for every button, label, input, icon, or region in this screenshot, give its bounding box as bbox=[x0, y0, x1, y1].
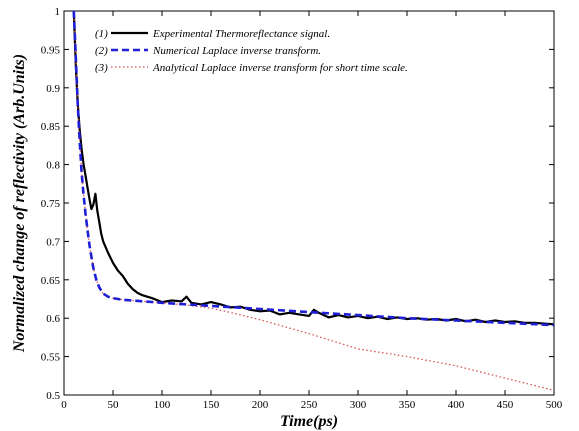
y-tick-label: 0.85 bbox=[41, 121, 61, 133]
y-tick-label: 0.95 bbox=[41, 44, 61, 56]
plot-area: 0 50 100 150 200 250 300 350 400 450 500 0.5 0.55 0.6… bbox=[41, 6, 563, 411]
y-tick-label: 0.65 bbox=[41, 275, 61, 287]
x-tick-label: 200 bbox=[252, 399, 269, 411]
y-tick-label: 0.8 bbox=[46, 160, 60, 172]
x-tick-label: 250 bbox=[301, 399, 318, 411]
legend-index-1: (1) bbox=[95, 28, 108, 40]
x-tick-label: 500 bbox=[546, 399, 563, 411]
x-tick-label: 300 bbox=[350, 399, 367, 411]
y-tick-label: 1 bbox=[55, 6, 61, 18]
series-line-2 bbox=[72, 11, 554, 327]
y-tick-label: 0.55 bbox=[41, 352, 61, 364]
x-tick-label: 450 bbox=[497, 399, 514, 411]
x-tick-label: 400 bbox=[448, 399, 465, 411]
x-tick-label: 0 bbox=[61, 399, 67, 411]
legend-index-2: (2) bbox=[95, 45, 108, 57]
legend-label-2: Numerical Laplace inverse transform. bbox=[152, 45, 321, 57]
legend-index-3: (3) bbox=[95, 62, 108, 74]
y-tick-label: 0.6 bbox=[46, 313, 60, 325]
legend-label-1: Experimental Thermoreflectance signal. bbox=[152, 28, 330, 40]
y-tick-label: 0.7 bbox=[46, 236, 60, 248]
y-tick-label: 0.5 bbox=[46, 390, 60, 402]
x-tick-label: 150 bbox=[203, 399, 220, 411]
legend-label-3: Analytical Laplace inverse transform for… bbox=[152, 62, 408, 74]
y-axis-title: Normalized change of reflectivity (Arb.U… bbox=[11, 54, 28, 353]
plot-frame bbox=[63, 10, 555, 396]
y-tick-label: 0.75 bbox=[41, 198, 61, 210]
x-tick-label: 350 bbox=[399, 399, 416, 411]
x-tick-label: 50 bbox=[108, 399, 120, 411]
x-axis-title: Time(ps) bbox=[280, 413, 338, 430]
x-tick-label: 100 bbox=[154, 399, 171, 411]
y-tick-label: 0.9 bbox=[46, 83, 60, 95]
